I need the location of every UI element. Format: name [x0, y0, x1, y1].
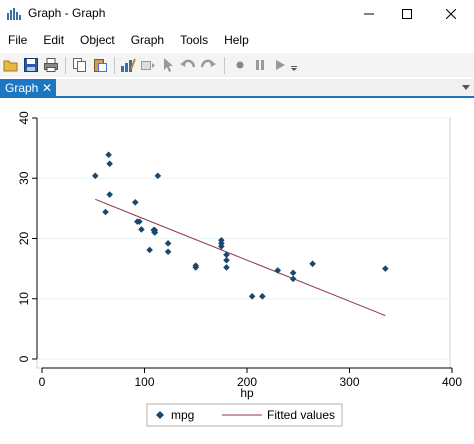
close-window-button[interactable]: [428, 0, 474, 28]
pause-icon[interactable]: [252, 57, 268, 73]
data-point: [289, 269, 297, 277]
y-tick-label: 30: [17, 171, 31, 185]
rename-icon[interactable]: [140, 57, 156, 73]
pointer-icon[interactable]: [160, 57, 176, 73]
title-bar: Graph - Graph: [0, 0, 474, 28]
play-icon[interactable]: [272, 57, 288, 73]
menu-tools[interactable]: Tools: [180, 33, 209, 47]
data-point: [259, 293, 266, 300]
maximize-icon: [402, 9, 412, 19]
x-tick-label: 300: [339, 375, 359, 389]
x-tick-label: 0: [39, 375, 46, 389]
undo-icon[interactable]: [180, 57, 196, 73]
menu-file[interactable]: File: [8, 33, 28, 47]
window-title: Graph - Graph: [28, 6, 106, 20]
x-tick-label: 100: [134, 375, 154, 389]
tab-list-dropdown-icon[interactable]: [462, 85, 470, 90]
menu-edit[interactable]: Edit: [43, 33, 65, 47]
save-icon[interactable]: [23, 57, 39, 73]
data-point: [138, 226, 145, 233]
data-point: [382, 265, 389, 272]
legend-marker-mpg: [156, 411, 164, 419]
y-tick-label: 0: [17, 355, 31, 362]
minimize-icon: [364, 13, 374, 15]
data-point: [309, 260, 316, 268]
toolbar-separator: [224, 57, 225, 74]
print-icon[interactable]: [43, 57, 59, 73]
tab-graph[interactable]: Graph ✕: [0, 79, 56, 98]
toolbar-separator: [114, 57, 115, 74]
data-point: [218, 237, 225, 244]
data-point: [164, 248, 172, 256]
tab-bar: Graph ✕: [0, 79, 474, 98]
menu-help[interactable]: Help: [224, 33, 249, 47]
data-point: [192, 262, 200, 269]
data-point: [105, 151, 112, 159]
x-tick-label: 200: [237, 375, 257, 389]
menu-graph[interactable]: Graph: [130, 33, 165, 47]
play-dropdown-icon[interactable]: [290, 57, 298, 73]
y-tick-label: 20: [17, 232, 31, 246]
x-axis-title: hp: [240, 386, 254, 400]
legend-label-mpg: mpg: [171, 408, 194, 422]
data-point: [146, 246, 153, 254]
fitted-values-line: [95, 198, 386, 317]
plot-region: [36, 117, 451, 369]
tab-label: Graph: [5, 81, 39, 95]
redo-icon[interactable]: [200, 57, 216, 73]
data-point: [289, 275, 297, 283]
x-tick-label: 400: [442, 375, 462, 389]
menu-bar: File Edit Object Graph Tools Help: [0, 30, 474, 50]
legend-label-fitted-values: Fitted values: [267, 408, 335, 422]
stata-graph-icon: [7, 8, 21, 20]
record-icon[interactable]: [232, 57, 248, 73]
data-point: [154, 172, 162, 180]
graph-canvas: 0 10 20 30 40 0 100 200 300 400 hp mpg Fitted val…: [0, 100, 474, 444]
data-point: [136, 218, 143, 225]
data-point: [223, 264, 230, 271]
copy-icon[interactable]: [72, 57, 88, 73]
y-tick-label: 40: [17, 111, 31, 125]
toolbar-separator: [65, 57, 66, 74]
data-point: [223, 256, 230, 264]
data-point: [92, 172, 99, 180]
open-icon[interactable]: [3, 57, 19, 73]
close-icon: [446, 9, 456, 19]
tab-close-icon[interactable]: ✕: [42, 81, 53, 95]
data-point: [223, 251, 230, 259]
paste-icon[interactable]: [92, 57, 108, 73]
data-point: [151, 226, 159, 234]
data-point: [164, 240, 172, 247]
maximize-button[interactable]: [384, 0, 430, 28]
data-point: [131, 199, 139, 206]
graph-editor-icon[interactable]: [120, 57, 136, 73]
minimize-button[interactable]: [346, 0, 392, 28]
data-point: [274, 267, 282, 274]
y-tick-label: 10: [17, 292, 31, 306]
toolbar: [0, 53, 474, 77]
menu-object[interactable]: Object: [80, 33, 115, 47]
data-point: [248, 293, 256, 300]
